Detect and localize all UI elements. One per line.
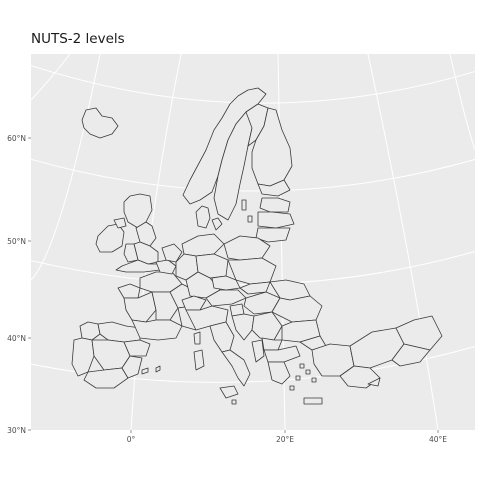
- region-andalusia: [83, 367, 129, 389]
- region-cyprus: [367, 377, 381, 387]
- region-poland-south: [227, 257, 277, 285]
- region-finland: [251, 107, 293, 187]
- region-brittany: [117, 283, 141, 299]
- region-finland-south: [257, 179, 291, 197]
- lat-label-30: 30°N: [7, 426, 26, 435]
- region-latvia: [257, 211, 295, 229]
- region-slovakia: [239, 281, 271, 295]
- region-italy-south: [221, 349, 251, 387]
- latitude-ticks: [28, 137, 31, 431]
- lon-label-20e: 20°E: [276, 435, 294, 444]
- region-ireland: [95, 223, 125, 253]
- region-sicily: [219, 385, 239, 399]
- region-netherlands: [161, 243, 183, 263]
- lat-label-60: 60°N: [7, 134, 26, 143]
- region-norway: [182, 87, 267, 205]
- region-greece-south: [267, 361, 291, 385]
- region-estonia: [259, 197, 291, 213]
- longitude-ticks: [130, 430, 439, 433]
- region-crete: [303, 397, 323, 405]
- region-albania: [251, 339, 265, 363]
- region-north-macedonia: [261, 337, 283, 351]
- region-portugal: [71, 337, 95, 377]
- region-turkey-southeast: [391, 343, 431, 367]
- region-switzerland: [181, 295, 207, 311]
- region-poland-north: [223, 235, 271, 261]
- lon-label-40e: 40°E: [429, 435, 447, 444]
- lon-label-0: 0°: [127, 435, 136, 444]
- region-catalonia: [123, 339, 151, 357]
- island-dots: [141, 199, 317, 405]
- region-northern-ireland: [113, 217, 127, 229]
- page-title: NUTS-2 levels: [31, 31, 125, 47]
- nuts2-regions: [71, 87, 443, 405]
- region-denmark-east: [211, 217, 223, 231]
- region-iceland: [81, 107, 119, 139]
- region-wales: [123, 243, 139, 263]
- lat-label-50: 50°N: [7, 237, 26, 246]
- region-denmark: [195, 205, 211, 229]
- region-corsica: [193, 331, 201, 345]
- region-scotland: [123, 193, 153, 229]
- lat-label-40: 40°N: [7, 334, 26, 343]
- region-valencia: [121, 355, 143, 379]
- region-france-west: [123, 291, 157, 323]
- region-france-south: [131, 319, 183, 341]
- region-romania-south: [271, 295, 323, 323]
- region-sardinia: [193, 349, 205, 371]
